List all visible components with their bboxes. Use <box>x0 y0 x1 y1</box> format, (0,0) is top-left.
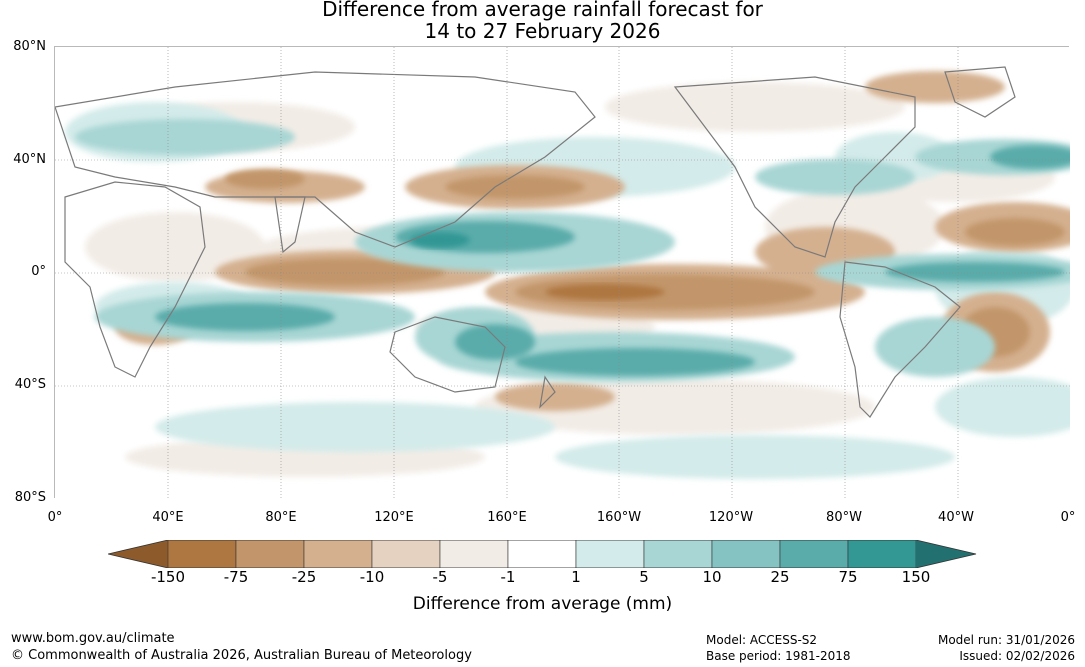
lon-label-80w: 80°W <box>826 510 862 525</box>
colorbar-tick: -25 <box>291 568 317 586</box>
colorbar-tick: -5 <box>432 568 448 586</box>
colorbar-tick: 75 <box>838 568 858 586</box>
colorbar-segment <box>575 540 645 568</box>
lat-label-40n: 40°N <box>13 152 46 167</box>
map-title-line-1: Difference from average rainfall forecas… <box>322 0 763 21</box>
very-strong-wet-anomalies <box>410 232 470 248</box>
lat-label-0: 0° <box>31 264 46 279</box>
colorbar-segment <box>303 540 373 568</box>
base-period: Base period: 1981-2018 <box>706 649 851 663</box>
lon-label-80e: 80°E <box>265 510 297 525</box>
lat-label-40s: 40°S <box>14 377 46 392</box>
colorbar-tick: 150 <box>901 568 931 586</box>
colorbar-segment <box>371 540 441 568</box>
rainfall-anomaly-field <box>55 47 1070 499</box>
colorbar-tick: 10 <box>702 568 722 586</box>
strong-wet-anomalies <box>155 145 1070 376</box>
lat-label-80n: 80°N <box>13 39 46 54</box>
very-strong-dry-anomalies <box>545 284 665 300</box>
graticule <box>55 47 1070 499</box>
colorbar-segment <box>643 540 713 568</box>
colorbar-tick: 5 <box>639 568 649 586</box>
model-run-date: Model run: 31/01/2026 <box>937 633 1075 647</box>
colorbar-outline <box>108 540 977 568</box>
colorbar-segment <box>439 540 509 568</box>
colorbar-tick: -10 <box>359 568 385 586</box>
colorbar-segment <box>847 540 917 568</box>
colorbar-label: Difference from average (mm) <box>412 594 673 614</box>
map-title-line-2: 14 to 27 February 2026 <box>424 19 661 43</box>
coastlines <box>55 66 1016 418</box>
lon-label-40w: 40°W <box>938 510 974 525</box>
lon-label-160e: 160°E <box>487 510 527 525</box>
colorbar-tick: -1 <box>500 568 516 586</box>
colorbar-tick: 1 <box>571 568 581 586</box>
colorbar <box>108 540 977 568</box>
copyright-text: © Commonwealth of Australia 2026, Austra… <box>11 648 472 663</box>
colorbar-tick: 25 <box>770 568 790 586</box>
lon-label-0-right: 0° <box>1060 510 1076 525</box>
lon-label-40e: 40°E <box>152 510 184 525</box>
colorbar-segment <box>507 540 577 568</box>
lat-label-80s: 80°S <box>14 490 46 505</box>
colorbar-tick: -150 <box>150 568 186 586</box>
website-link[interactable]: www.bom.gov.au/climate <box>11 631 175 646</box>
colorbar-segment <box>235 540 305 568</box>
model-name: Model: ACCESS-S2 <box>706 633 818 647</box>
issued-date: Issued: 02/02/2026 <box>959 649 1075 663</box>
colorbar-extend-high <box>916 540 976 568</box>
lon-label-160w: 160°W <box>596 510 642 525</box>
colorbar-segment <box>779 540 849 568</box>
colorbar-tick: -75 <box>223 568 249 586</box>
colorbar-segment <box>167 540 237 568</box>
colorbar-segment <box>711 540 781 568</box>
lon-label-120w: 120°W <box>708 510 754 525</box>
lon-label-120e: 120°E <box>374 510 414 525</box>
colorbar-extend-low <box>108 540 168 568</box>
lon-label-0: 0° <box>47 510 63 525</box>
rainfall-anomaly-map <box>54 46 1070 499</box>
